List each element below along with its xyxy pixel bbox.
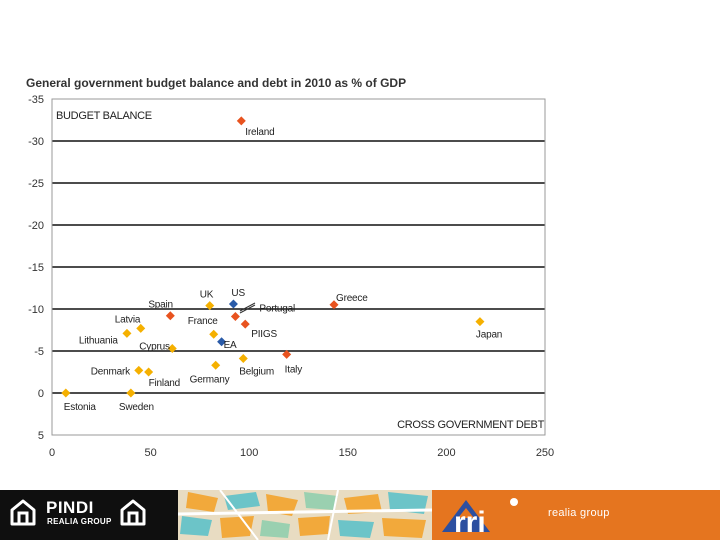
x-tick-label: 150 [339,447,357,459]
point-label-latvia: Latvia [115,314,141,325]
x-tick-label: 50 [144,447,156,459]
point-italy [282,349,292,359]
scatter-chart: BUDGET BALANCE CROSS GOVERNMENT DEBT -35… [28,94,554,459]
svg-text:rri: rri [454,506,486,536]
point-portugal [230,312,240,322]
pindi-brand-name: PINDI [46,498,94,517]
x-tick-label: 250 [536,447,554,459]
plot-frame [51,98,546,436]
point-greece [329,300,339,310]
x-tick-label: 0 [49,447,55,459]
chart-title: General government budget balance and de… [26,76,407,90]
y-tick-label: -35 [28,94,44,106]
point-latvia [136,323,146,333]
point-label-ireland: Ireland [245,127,274,138]
y-tick-label: -5 [34,346,44,358]
point-france [209,329,219,339]
point-label-estonia: Estonia [64,402,97,413]
point-lithuania [122,328,132,338]
point-belgium [238,354,248,364]
house-icon [120,499,146,526]
y-tick-label: -20 [28,220,44,232]
point-us [228,299,238,309]
point-piigs [240,319,250,329]
point-ireland [236,116,246,126]
point-spain [165,311,175,321]
rri-logo-icon: rri [442,498,518,536]
pindi-logo-area: PINDI REALIA GROUP [0,490,178,540]
data-points: Ireland Greece Spain Portugal PIIGS Italy UK US… [61,116,502,413]
x-tick-label: 100 [240,447,258,459]
y-tick-label: -15 [28,262,44,274]
point-label-cyprus: Cyprus [139,341,170,352]
city-map-image [178,490,432,540]
point-label-portugal: Portugal [259,304,295,315]
x-tick-label: 200 [437,447,455,459]
point-label-greece: Greece [336,293,368,304]
leader-line-us [239,302,256,312]
y-tick-label: -30 [28,136,44,148]
y-tick-label: -25 [28,178,44,190]
grid-lines [52,140,545,394]
point-label-finland: Finland [149,378,180,389]
map-pattern [178,490,432,540]
point-estonia [61,388,71,398]
point-label-denmark: Denmark [91,366,131,377]
y-tick-label: 5 [38,430,44,442]
point-label-lithuania: Lithuania [79,335,118,346]
point-label-spain: Spain [148,300,173,311]
house-icon [10,499,36,526]
point-label-belgium: Belgium [239,367,274,378]
leader-line-portugal [239,304,256,314]
y-axis-label: BUDGET BALANCE [56,110,152,122]
point-label-italy: Italy [285,364,303,375]
point-ea [217,337,227,347]
point-label-germany: Germany [190,374,230,385]
point-label-japan: Japan [476,330,502,341]
point-label-ea: EA [224,340,237,351]
point-denmark [134,365,144,375]
point-label-uk: UK [200,290,214,301]
point-cyprus [167,343,177,353]
point-label-france: France [188,316,219,327]
footer-banner: PINDI REALIA GROUP rr [0,490,720,540]
point-label-piigs: PIIGS [251,329,277,340]
rri-brand-subtitle: realia group [548,507,610,519]
point-japan [475,317,485,327]
point-sweden [126,388,136,398]
y-tick-label: 0 [38,388,44,400]
point-label-sweden: Sweden [119,402,154,413]
y-tick-label: -10 [28,304,44,316]
point-germany [211,360,221,370]
point-label-us: US [231,288,245,299]
pindi-brand-subtitle: REALIA GROUP [47,517,112,526]
point-finland [144,367,154,377]
x-axis-label: CROSS GOVERNMENT DEBT [397,419,544,431]
point-uk [205,301,215,311]
leader-lines [239,302,256,314]
